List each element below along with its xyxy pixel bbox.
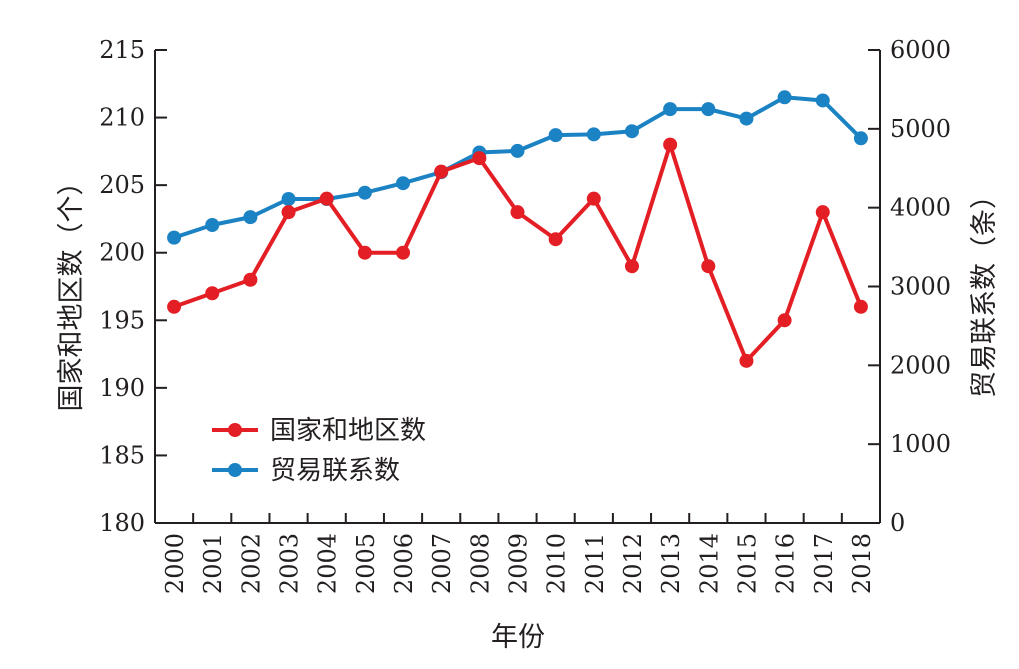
data-point bbox=[357, 185, 372, 200]
x-tick-label: 2015 bbox=[733, 533, 761, 594]
data-point bbox=[510, 205, 525, 220]
right-tick-label: 2000 bbox=[890, 351, 951, 379]
data-point bbox=[586, 191, 601, 206]
data-point bbox=[281, 205, 296, 220]
x-tick-label: 2003 bbox=[276, 533, 304, 594]
x-tick-label: 2011 bbox=[581, 533, 609, 594]
x-tick-label: 2000 bbox=[161, 533, 189, 594]
data-point bbox=[624, 259, 639, 274]
data-point bbox=[739, 353, 754, 368]
data-point bbox=[777, 90, 792, 105]
left-axis-title: 国家和地区数（个） bbox=[56, 169, 87, 412]
x-tick-label: 2016 bbox=[772, 533, 800, 594]
data-point bbox=[853, 131, 868, 146]
data-point bbox=[472, 151, 487, 166]
data-point bbox=[739, 111, 754, 126]
data-point bbox=[510, 143, 525, 158]
left-tick-label: 185 bbox=[99, 441, 145, 469]
data-point bbox=[243, 210, 258, 225]
left-tick-label: 195 bbox=[99, 306, 145, 334]
series-right bbox=[167, 90, 868, 245]
data-point bbox=[853, 299, 868, 314]
data-point bbox=[663, 102, 678, 117]
x-tick-label: 2007 bbox=[428, 533, 456, 594]
x-tick-label: 2012 bbox=[619, 533, 647, 594]
legend-marker bbox=[228, 463, 242, 477]
right-tick-label: 6000 bbox=[890, 36, 951, 64]
x-tick-label: 2014 bbox=[695, 533, 723, 594]
data-point bbox=[586, 127, 601, 142]
x-axis-title: 年份 bbox=[491, 622, 545, 653]
left-tick-label: 180 bbox=[99, 509, 145, 537]
data-point bbox=[396, 176, 411, 191]
right-tick-label: 0 bbox=[890, 509, 905, 537]
data-point bbox=[167, 230, 182, 245]
legend-marker bbox=[228, 423, 242, 437]
data-point bbox=[281, 191, 296, 206]
left-tick-label: 200 bbox=[99, 239, 145, 267]
data-point bbox=[319, 191, 334, 206]
x-tick-label: 2010 bbox=[543, 533, 571, 594]
data-point bbox=[396, 245, 411, 260]
left-tick-label: 210 bbox=[99, 104, 145, 132]
x-tick-label: 2004 bbox=[314, 533, 342, 594]
data-point bbox=[548, 128, 563, 143]
series-left bbox=[167, 137, 868, 368]
data-point bbox=[663, 137, 678, 152]
right-tick-label: 1000 bbox=[890, 430, 951, 458]
data-point bbox=[815, 93, 830, 108]
axes: 180 185 190 195 200 205 210 215 0 1000 2000 3000 400… bbox=[99, 36, 951, 594]
data-point bbox=[434, 164, 449, 179]
series-layer bbox=[167, 90, 868, 368]
data-point bbox=[243, 272, 258, 287]
data-point bbox=[357, 245, 372, 260]
data-point bbox=[777, 313, 792, 328]
right-axis-title: 贸易联系数（条） bbox=[969, 182, 1000, 398]
legend-label: 贸易联系数 bbox=[270, 456, 400, 486]
right-tick-label: 5000 bbox=[890, 115, 951, 143]
x-tick-label: 2005 bbox=[352, 533, 380, 594]
x-tick-label: 2006 bbox=[390, 533, 418, 594]
data-point bbox=[548, 232, 563, 247]
left-tick-label: 205 bbox=[99, 171, 145, 199]
series-line bbox=[173, 142, 863, 363]
data-point bbox=[624, 124, 639, 139]
right-tick-label: 3000 bbox=[890, 273, 951, 301]
legend-label: 国家和地区数 bbox=[270, 416, 426, 446]
data-point bbox=[205, 218, 220, 233]
data-point bbox=[815, 205, 830, 220]
x-tick-label: 2017 bbox=[810, 533, 838, 594]
data-point bbox=[701, 259, 716, 274]
x-tick-label: 2009 bbox=[505, 533, 533, 594]
x-tick-label: 2001 bbox=[199, 533, 227, 594]
data-point bbox=[167, 299, 182, 314]
data-point bbox=[205, 286, 220, 301]
x-tick-label: 2018 bbox=[848, 533, 876, 594]
x-tick-label: 2002 bbox=[237, 533, 265, 594]
left-tick-label: 190 bbox=[99, 374, 145, 402]
data-point bbox=[701, 102, 716, 117]
right-tick-label: 4000 bbox=[890, 194, 951, 222]
x-tick-label: 2008 bbox=[466, 533, 494, 594]
left-tick-label: 215 bbox=[99, 36, 145, 64]
x-tick-label: 2013 bbox=[657, 533, 685, 594]
